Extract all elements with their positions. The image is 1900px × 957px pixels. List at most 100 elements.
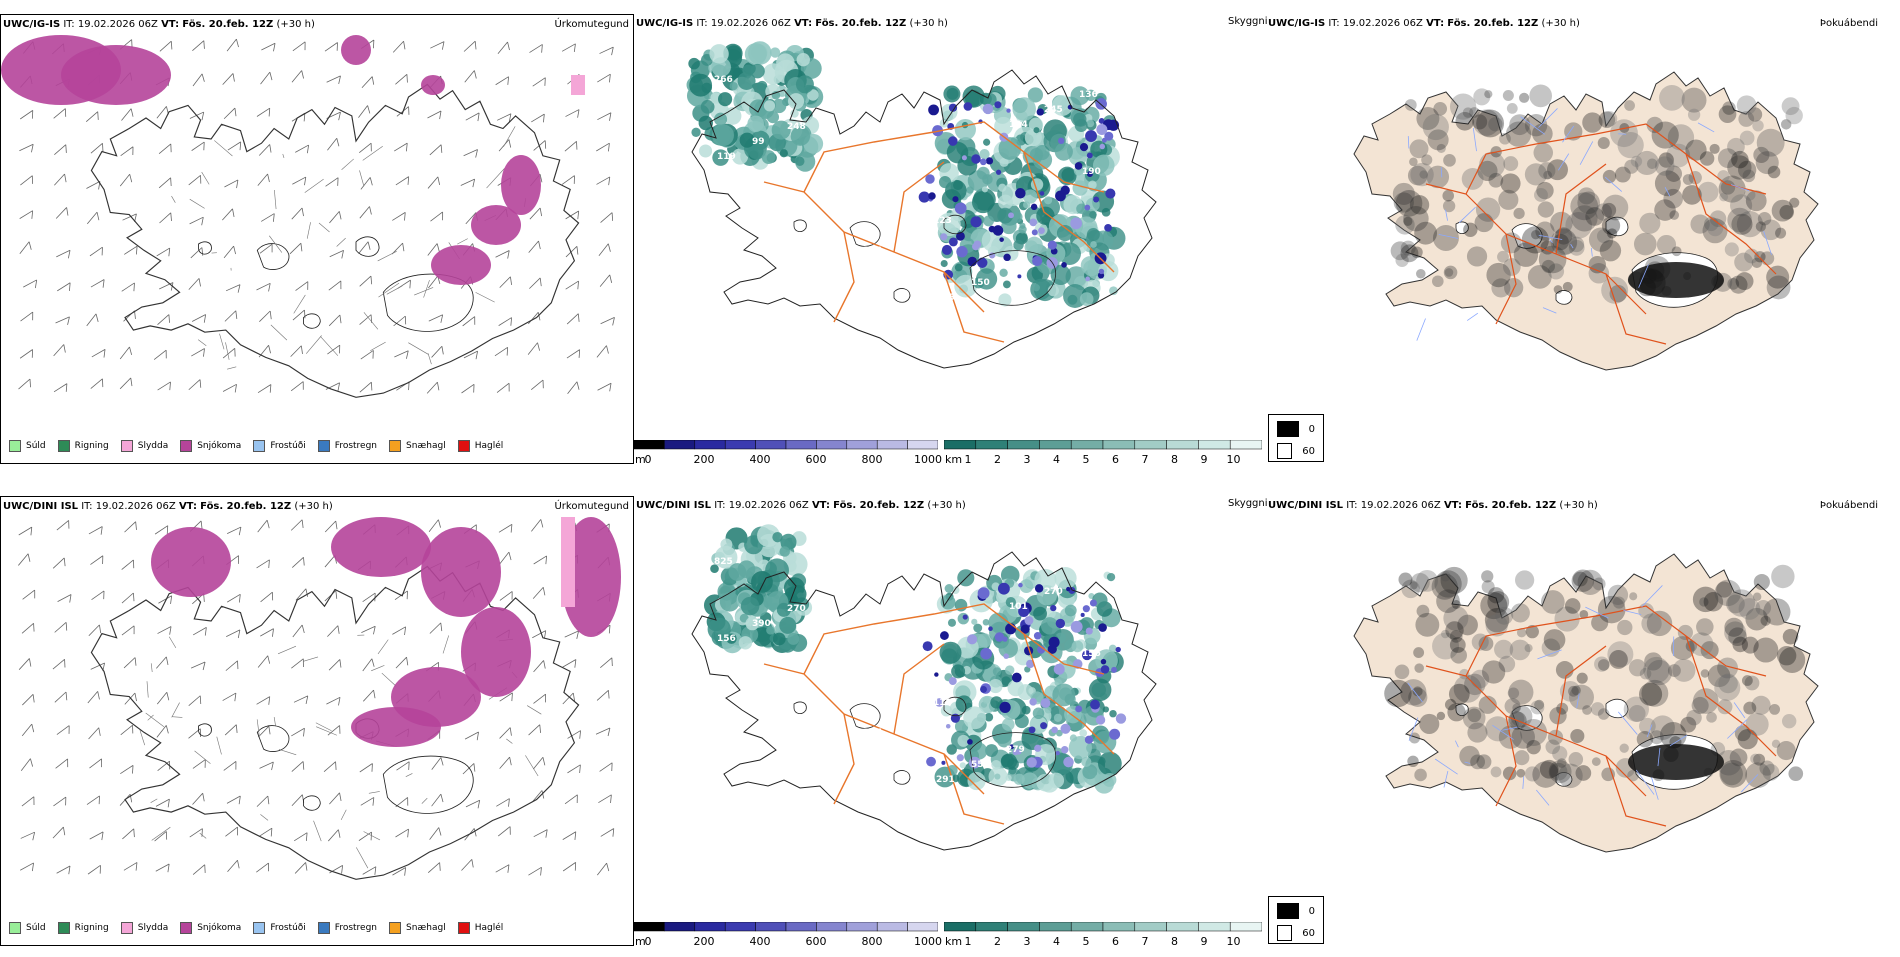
fog-cell: [1510, 640, 1531, 661]
lead-time: (+30 h): [909, 18, 947, 29]
fog-cell: [1628, 744, 1724, 780]
fog-cell: [1401, 244, 1419, 262]
wind-barb-staff: [56, 283, 71, 291]
wind-barb-staff: [294, 696, 308, 702]
terrain-line: [378, 251, 397, 261]
terrain-line: [169, 637, 176, 648]
visibility-cell: [945, 584, 954, 593]
terrain-line: [414, 287, 433, 295]
cloud-base-cell: [1090, 599, 1097, 606]
wind-barb-staff: [56, 250, 70, 257]
colorbar-bin: [908, 440, 938, 449]
precip-legend-item: Slydda: [121, 922, 168, 934]
wind-barb: [425, 177, 441, 190]
wind-barb: [157, 382, 172, 392]
wind-barb: [224, 39, 240, 53]
cloud-base-cell: [1040, 722, 1047, 729]
wind-barb-staff: [192, 315, 206, 322]
cloud-base-value: 392: [860, 651, 879, 661]
visibility-cell: [745, 43, 767, 65]
cloud-base-cell: [1029, 219, 1037, 227]
colorbar-tick-label: 7: [1142, 453, 1149, 466]
cloud-base-cell: [926, 757, 936, 767]
wind-barb: [497, 114, 511, 123]
wind-barb-staff: [497, 114, 511, 121]
wind-barb: [360, 350, 375, 361]
wind-barb-staff: [123, 246, 138, 254]
legend-swatch: [253, 922, 265, 934]
visibility-cell: [1033, 127, 1039, 133]
visibility-cell: [983, 139, 990, 146]
colorbar-bin: [1103, 440, 1135, 449]
model-name: UWC/IG-IS: [636, 18, 693, 29]
glacier-outline: [257, 726, 289, 752]
fog-cell: [1631, 156, 1642, 167]
precip-legend-item: Súld: [9, 922, 46, 934]
wind-barb: [325, 626, 341, 639]
cloud-base-value: 185: [936, 293, 955, 303]
fog-cell: [1491, 767, 1502, 778]
visibility-cell: [787, 633, 799, 645]
wind-barb: [289, 520, 305, 532]
wind-barb: [327, 211, 343, 224]
wind-barb-staff: [187, 696, 202, 706]
wind-barb-staff: [563, 141, 578, 151]
fog-cell: [1783, 629, 1799, 645]
visibility-cell: [1103, 706, 1109, 712]
wind-barb-staff: [358, 276, 373, 286]
cloud-base-cell: [1029, 698, 1036, 705]
wind-barb-staff: [119, 725, 134, 735]
snow-area: [341, 35, 371, 65]
visibility-cell: [989, 679, 1003, 693]
colorbar-bin: [786, 922, 816, 931]
wind-barb-staff: [19, 144, 33, 150]
fog-cell: [1477, 754, 1492, 769]
wind-barb: [89, 832, 104, 841]
cloud-base-value: 825: [714, 557, 733, 567]
fog-legend-high: 60: [1277, 443, 1315, 459]
wind-barb: [259, 592, 275, 604]
colorbar-tick-label: 1000: [914, 935, 942, 948]
wind-barb: [223, 725, 239, 737]
legend-swatch: [318, 440, 330, 452]
wind-barb-staff: [496, 383, 511, 392]
wind-barb: [53, 692, 69, 704]
fog-cell: [1600, 240, 1621, 261]
wind-barb: [224, 180, 239, 189]
wind-barb: [85, 212, 101, 225]
precip-type-panel: UWC/DINI ISL IT: 19.02.2026 06Z VT: Fös.…: [0, 496, 634, 946]
wind-barb: [120, 560, 136, 572]
fog-cell: [1489, 173, 1504, 188]
wind-barb: [525, 343, 541, 357]
fog-cell: [1475, 213, 1494, 232]
wind-barb-staff: [362, 867, 377, 875]
cloud-base-cell: [1018, 583, 1023, 588]
wind-barb: [52, 797, 67, 808]
wind-barb-staff: [52, 797, 67, 806]
wind-barb: [393, 143, 408, 153]
visibility-unit: km: [945, 935, 962, 948]
cloud-base-value: 266: [714, 75, 733, 85]
cloud-base-cell: [963, 615, 968, 620]
wind-barb: [465, 732, 480, 741]
wind-barb-staff: [88, 527, 103, 534]
colorbar-bin: [1230, 440, 1262, 449]
lead-time: (+30 h): [1541, 18, 1579, 29]
issue-time: IT: 19.02.2026 06Z: [1346, 500, 1441, 511]
visibility-cell: [943, 85, 960, 102]
wind-barb: [391, 41, 407, 54]
cloud-base-value: 237: [863, 728, 882, 738]
visibility-cell: [688, 58, 700, 70]
terrain-line: [378, 640, 388, 654]
wind-barb-flag: [476, 150, 478, 158]
cloud-base-cell: [952, 196, 958, 202]
colorbar-tick-label: 400: [750, 935, 771, 948]
terrain-line: [274, 190, 276, 209]
wind-barb-staff: [361, 626, 375, 632]
wind-barb-staff: [260, 629, 275, 637]
precip-legend-item: Frostúði: [253, 922, 305, 934]
wind-barb: [220, 209, 236, 222]
fog-cell: [1484, 90, 1492, 98]
terrain-line: [504, 126, 516, 146]
wind-barb-staff: [54, 759, 69, 768]
